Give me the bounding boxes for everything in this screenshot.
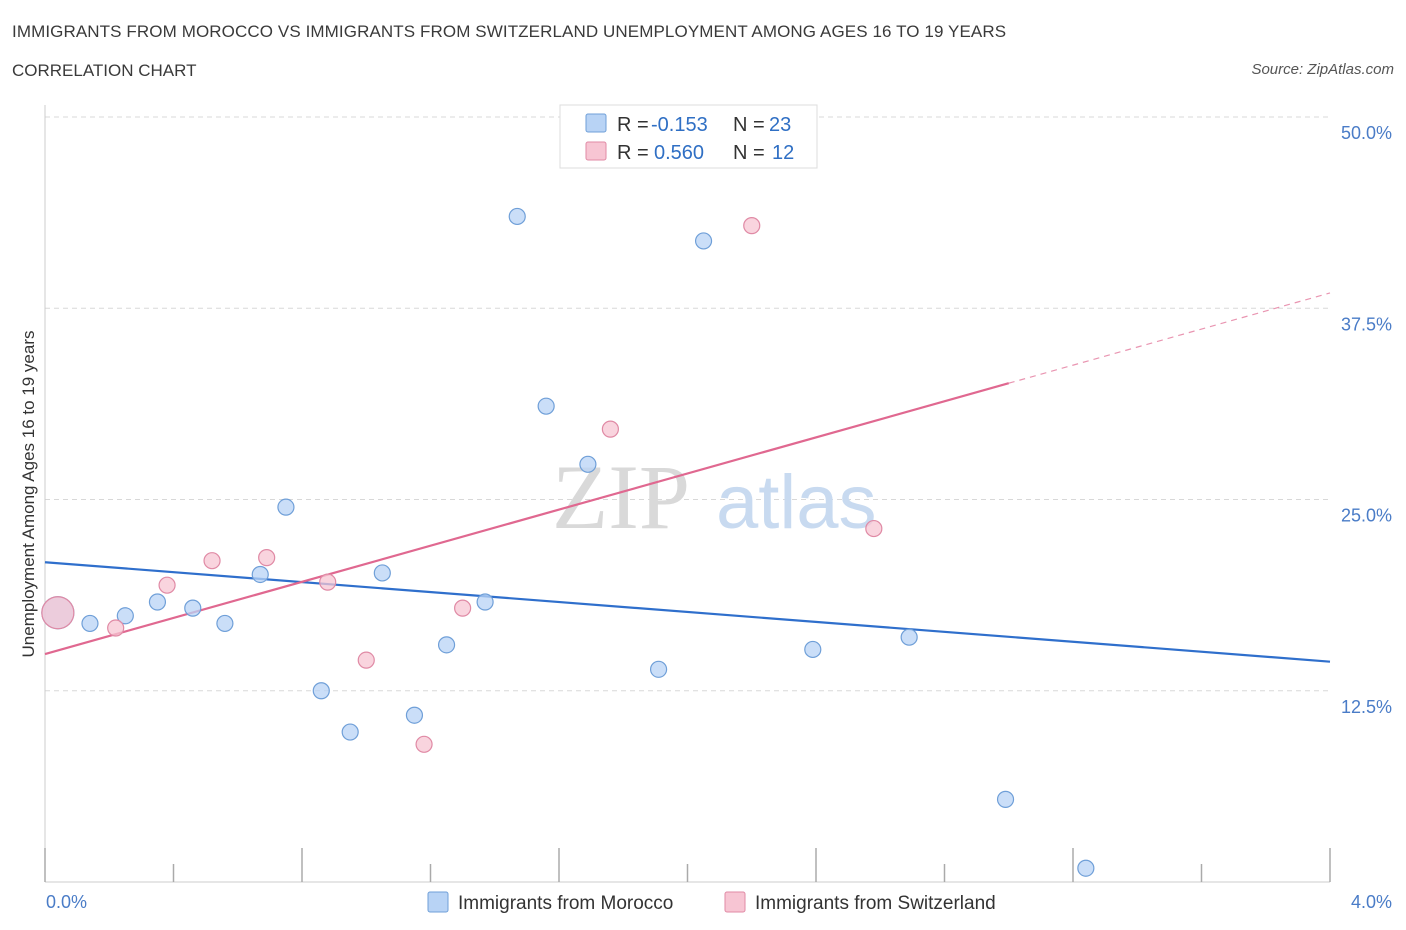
point-switzerland-10 xyxy=(743,217,761,235)
watermark: ZIP atlas xyxy=(552,446,877,548)
point-morocco-16 xyxy=(579,455,597,473)
series-legend-swatch-switzerland xyxy=(724,891,746,913)
series-legend-label-switzerland: Immigrants from Switzerland xyxy=(755,893,996,914)
legend-swatch-switzerland xyxy=(585,141,607,161)
point-switzerland-2 xyxy=(158,576,176,594)
trend-line-1 xyxy=(44,382,1010,656)
point-morocco-4 xyxy=(184,599,202,617)
tick-labels: 12.5% 25.0% 37.5% 50.0% 0.0% 4.0% xyxy=(46,123,1392,912)
chart-subtitle: CORRELATION CHART xyxy=(12,61,197,80)
y-tick-label-1: 25.0% xyxy=(1341,506,1392,526)
correlation-legend: R = -0.153 N = 23 R = 0.560 N = 12 xyxy=(559,104,818,169)
point-switzerland-6 xyxy=(357,651,375,669)
grid-lines xyxy=(45,116,1330,692)
point-morocco-1 xyxy=(81,614,99,633)
y-tick-label-3: 50.0% xyxy=(1341,123,1392,143)
point-morocco-7 xyxy=(277,498,295,516)
point-morocco-10 xyxy=(373,564,391,582)
legend-n-value-morocco: 23 xyxy=(769,114,791,136)
point-switzerland-3 xyxy=(203,552,221,570)
legend-swatch-morocco xyxy=(585,113,607,133)
point-switzerland-7 xyxy=(415,735,433,753)
legend-n-label-switzerland: N = xyxy=(733,142,765,164)
point-switzerland-11 xyxy=(865,519,883,538)
series-legend-swatch-morocco xyxy=(427,891,449,913)
point-morocco-19 xyxy=(804,640,822,659)
watermark-zip: ZIP xyxy=(552,446,690,548)
point-morocco-12 xyxy=(437,636,456,654)
point-morocco-18 xyxy=(694,232,713,250)
point-morocco-11 xyxy=(405,706,424,724)
watermark-atlas: atlas xyxy=(716,460,877,545)
legend-r-value-switzerland: 0.560 xyxy=(654,142,704,164)
legend-r-value-morocco: -0.153 xyxy=(651,114,708,136)
point-morocco-20 xyxy=(900,628,918,646)
series-legend: Immigrants from Morocco Immigrants from … xyxy=(427,891,996,914)
point-morocco-17 xyxy=(649,660,668,678)
y-tick-label-0: 12.5% xyxy=(1341,697,1392,717)
point-morocco-3 xyxy=(148,593,167,611)
x-tick-label-1: 4.0% xyxy=(1351,892,1392,912)
point-morocco-8 xyxy=(312,682,330,700)
point-morocco-13 xyxy=(476,593,494,611)
legend-r-label-switzerland: R = xyxy=(617,142,649,164)
point-morocco-22 xyxy=(1077,859,1095,877)
chart-title: IMMIGRANTS FROM MOROCCO VS IMMIGRANTS FR… xyxy=(12,22,1007,41)
legend-n-value-switzerland: 12 xyxy=(772,142,794,164)
point-switzerland-9 xyxy=(601,420,620,438)
legend-n-label-morocco: N = xyxy=(733,114,765,136)
data-points xyxy=(41,207,1095,877)
trend-line-0 xyxy=(44,561,1331,663)
point-morocco-15 xyxy=(537,397,555,415)
point-morocco-9 xyxy=(341,723,359,741)
axes xyxy=(44,105,1331,883)
chart-source: Source: ZipAtlas.com xyxy=(1251,61,1394,78)
point-switzerland-0 xyxy=(41,596,75,630)
point-switzerland-1 xyxy=(107,619,125,637)
point-morocco-5 xyxy=(216,614,234,633)
point-switzerland-5 xyxy=(319,573,337,591)
trend-line-extension-1 xyxy=(1008,292,1331,384)
series-legend-label-morocco: Immigrants from Morocco xyxy=(458,893,673,914)
point-morocco-21 xyxy=(996,790,1015,808)
point-morocco-2 xyxy=(116,607,134,625)
point-switzerland-4 xyxy=(258,549,276,567)
point-switzerland-8 xyxy=(454,599,472,617)
y-axis-title: Unemployment Among Ages 16 to 19 years xyxy=(19,331,38,658)
point-morocco-14 xyxy=(508,207,526,226)
point-morocco-6 xyxy=(251,565,269,584)
x-tick-label-0: 0.0% xyxy=(46,892,87,912)
legend-r-label-morocco: R = xyxy=(617,114,649,136)
y-tick-label-2: 37.5% xyxy=(1341,314,1392,334)
